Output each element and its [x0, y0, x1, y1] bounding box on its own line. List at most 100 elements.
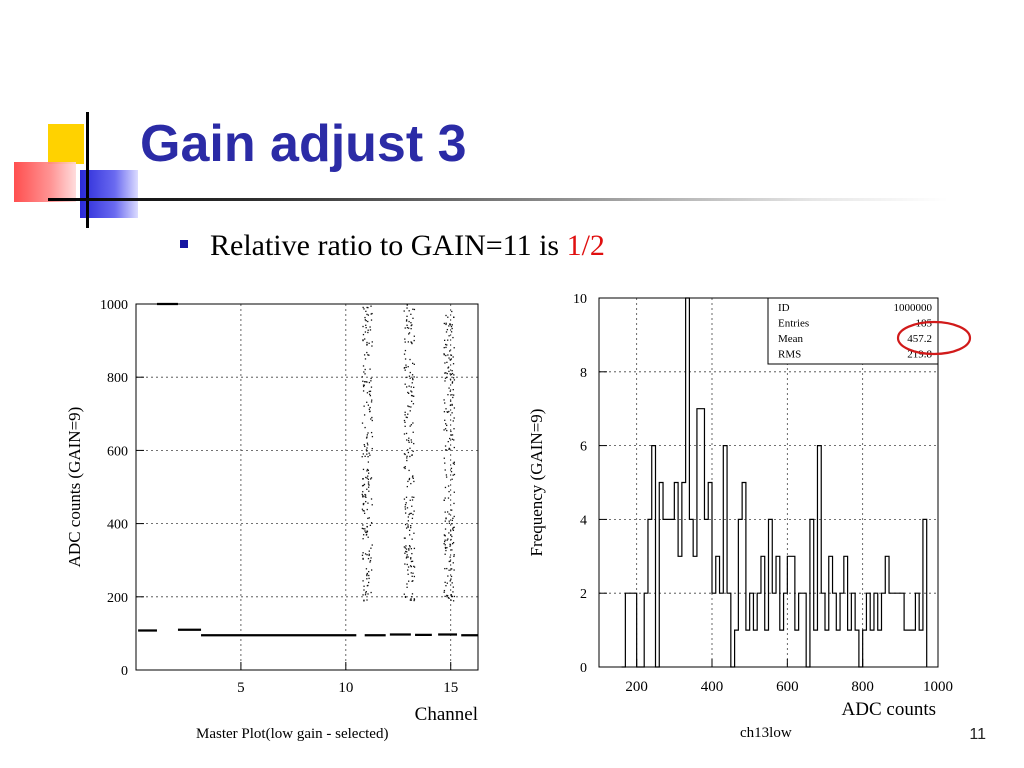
scatter-point [405, 366, 407, 368]
plot-frame [135, 303, 479, 671]
scatter-point [447, 538, 449, 540]
scatter-point [412, 431, 414, 433]
scatter-point [449, 543, 451, 546]
scatter-point [405, 548, 408, 550]
scatter-point [361, 493, 363, 496]
scatter-point [444, 377, 447, 379]
scatter-point [412, 572, 414, 574]
scatter-point [448, 490, 450, 493]
scatter-point [410, 400, 413, 402]
scatter-point [446, 424, 448, 427]
scatter-point [408, 310, 410, 312]
scatter-point [447, 497, 450, 499]
title-decoration-yellow-square [48, 124, 84, 164]
scatter-point [404, 414, 406, 416]
scatter-point [362, 495, 364, 497]
scatter-point [443, 346, 445, 349]
scatter-point [412, 450, 414, 453]
scatter-point [412, 580, 414, 582]
scatter-point [368, 554, 370, 557]
scatter-point [409, 599, 412, 601]
scatter-point [451, 412, 453, 414]
scatter-point [446, 539, 448, 541]
y-tick-label: 2 [580, 587, 587, 602]
scatter-point [448, 410, 450, 413]
y-tick-label: 400 [107, 518, 128, 533]
scatter-point [450, 358, 453, 360]
y-tick-label: 0 [580, 661, 587, 676]
scatter-point [403, 537, 406, 539]
title-decoration-blue-square [80, 170, 138, 218]
scatter-point [366, 434, 368, 436]
scatter-point [364, 426, 366, 429]
bullet-item: Relative ratio to GAIN=11 is 1/2 [180, 226, 605, 266]
scatter-point [367, 314, 370, 316]
scatter-point [411, 496, 413, 498]
scatter-point [453, 554, 455, 556]
scatter-point [408, 333, 410, 335]
scatter-point [445, 585, 447, 587]
scatter-point [366, 341, 368, 344]
scatter-point [371, 447, 373, 450]
scatter-point [411, 499, 414, 501]
scatter-point [411, 374, 414, 376]
scatter-point [410, 424, 413, 426]
scatter-point [364, 358, 367, 360]
scatter-point [452, 474, 454, 476]
scatter-point [410, 322, 412, 324]
scatter-point [408, 392, 410, 394]
scatter-point [445, 449, 448, 451]
scatter-point [369, 390, 372, 392]
scatter-point [366, 306, 368, 309]
scatter-point [453, 461, 456, 463]
stat-value: 457.2 [907, 333, 932, 345]
scatter-point [408, 545, 411, 547]
scatter-point [362, 557, 364, 560]
scatter-point [411, 593, 414, 595]
scatter-point [369, 559, 372, 562]
scatter-point [452, 529, 455, 531]
scatter-point [443, 354, 445, 356]
scatter-point [443, 499, 445, 501]
x-tick-label: 200 [625, 679, 648, 695]
scatter-point [411, 382, 413, 384]
scatter-point [413, 532, 415, 534]
scatter-point [444, 449, 447, 451]
scatter-point [361, 527, 363, 530]
scatter-point [407, 569, 409, 571]
scatter-point [365, 496, 367, 498]
scatter-point [365, 310, 367, 313]
scatter-point [452, 591, 454, 593]
stat-label: Mean [778, 333, 804, 345]
scatter-point [406, 416, 408, 419]
scatter-point [403, 498, 406, 500]
scatter-point [410, 565, 413, 568]
scatter-point [448, 387, 450, 389]
scatter-point [367, 593, 369, 595]
scatter-point [361, 422, 364, 424]
scatter-point [449, 400, 452, 402]
scatter-point [444, 547, 447, 549]
scatter-point [444, 469, 446, 471]
scatter-point [406, 439, 408, 441]
scatter-point [406, 507, 409, 509]
scatter-point [449, 359, 451, 361]
scatter-point [453, 569, 455, 571]
slide-title: Gain adjust 3 [140, 115, 467, 173]
scatter-point [366, 447, 368, 449]
scatter-point [453, 379, 456, 381]
scatter-point [406, 304, 408, 306]
scatter-point [406, 326, 409, 329]
scatter-point [446, 328, 449, 331]
scatter-point [408, 332, 411, 334]
scatter-point [443, 411, 446, 413]
scatter-point [411, 454, 413, 456]
scatter-point [408, 441, 410, 443]
scatter-point [449, 404, 452, 407]
scatter-point [450, 331, 453, 333]
scatter-point [409, 371, 411, 374]
scatter-point [367, 306, 369, 309]
scatter-point [407, 391, 409, 394]
scatter-point [371, 544, 373, 546]
scatter-point [443, 540, 446, 543]
